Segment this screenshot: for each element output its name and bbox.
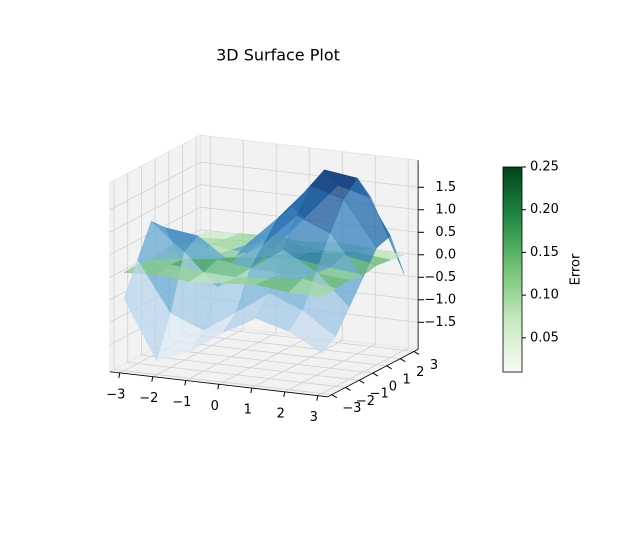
colorbar-tick-label: 0.10 xyxy=(530,288,559,303)
grid-line xyxy=(168,340,387,367)
y-tick-label: 2 xyxy=(416,365,424,380)
colorbar-tick-label: 0.15 xyxy=(530,245,559,260)
colorbar-tick-label: 0.25 xyxy=(530,160,559,175)
z-tick-label: 1.5 xyxy=(435,180,456,195)
y-tick xyxy=(345,387,351,391)
x-tick-label: 2 xyxy=(277,406,285,421)
error-patch xyxy=(288,278,337,298)
x-tick-label: −2 xyxy=(139,391,158,406)
y-tick-label: −1 xyxy=(370,387,389,402)
x-tick xyxy=(118,372,121,378)
y-tick-label: 3 xyxy=(430,358,438,373)
y-tick xyxy=(372,372,379,377)
z-tick-label: −1.0 xyxy=(425,292,457,307)
grid-line xyxy=(113,369,332,396)
x-tick-label: 1 xyxy=(244,403,252,418)
colorbar-label: Error xyxy=(569,253,584,285)
grid-line xyxy=(109,161,201,211)
grid-line xyxy=(182,333,401,360)
z-tick-label: −0.5 xyxy=(425,270,457,285)
y-tick-label: −3 xyxy=(342,401,361,416)
surface-patch xyxy=(288,310,336,354)
x-tick xyxy=(316,395,319,401)
colorbar-tick-label: 0.20 xyxy=(530,202,559,217)
axis-line xyxy=(327,348,419,398)
colorbar xyxy=(502,166,523,373)
z-tick-label: 0.0 xyxy=(435,247,456,262)
y-tick xyxy=(413,351,420,355)
x-tick xyxy=(184,380,187,386)
z-tick-label: 0.5 xyxy=(435,225,456,240)
grid-line xyxy=(141,354,360,381)
colorbar-tick-label: 0.05 xyxy=(530,330,559,345)
x-tick-label: −1 xyxy=(172,395,191,410)
y-tick xyxy=(400,358,406,363)
grid-line xyxy=(200,161,419,188)
y-tick-label: 1 xyxy=(402,372,410,387)
z-tick-label: −1.5 xyxy=(425,315,457,330)
x-tick-label: 3 xyxy=(310,410,318,425)
x-tick-label: −3 xyxy=(106,387,125,402)
grid-line xyxy=(109,184,201,233)
y-tick xyxy=(386,365,392,370)
chart-title: 3D Surface Plot xyxy=(216,46,340,65)
x-tick xyxy=(250,387,253,394)
z-tick-label: 1.0 xyxy=(435,202,456,217)
y-tick xyxy=(331,394,338,399)
x-tick xyxy=(151,376,154,382)
x-tick xyxy=(217,384,220,390)
x-tick xyxy=(283,391,286,397)
grid-line xyxy=(155,347,373,374)
y-tick xyxy=(358,379,365,384)
y-tick-label: 0 xyxy=(389,380,397,395)
grid-line xyxy=(127,361,346,388)
x-tick-label: 0 xyxy=(211,399,219,414)
y-tick-label: −2 xyxy=(356,394,375,409)
axis-line xyxy=(109,371,328,398)
